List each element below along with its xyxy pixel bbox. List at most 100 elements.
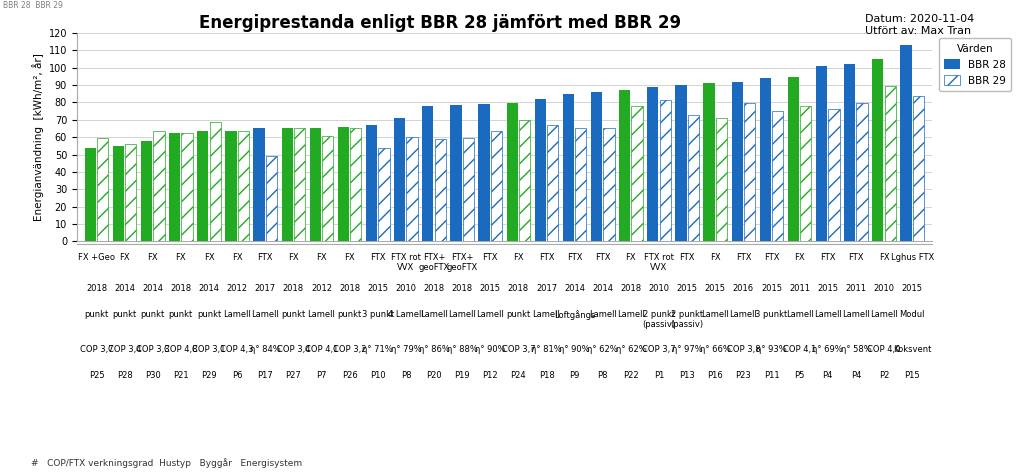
Text: FX: FX xyxy=(231,253,243,262)
Text: COP 3,4: COP 3,4 xyxy=(276,345,310,354)
Text: FX: FX xyxy=(204,253,214,262)
Text: FX: FX xyxy=(513,253,523,262)
Text: P2: P2 xyxy=(879,371,889,380)
Text: P23: P23 xyxy=(735,371,752,380)
Bar xyxy=(731,82,742,241)
Text: P10: P10 xyxy=(370,371,386,380)
Bar xyxy=(338,127,349,241)
Bar xyxy=(716,118,727,241)
Bar xyxy=(366,125,377,241)
Text: COP 3,8: COP 3,8 xyxy=(727,345,760,354)
Bar xyxy=(872,59,884,241)
Bar xyxy=(772,111,783,241)
Text: #   COP/FTX verkningsgrad  Hustyp   Byggår   Energisystem: # COP/FTX verkningsgrad Hustyp Byggår En… xyxy=(31,458,302,468)
Text: 2016: 2016 xyxy=(733,284,754,293)
Text: P6: P6 xyxy=(231,371,243,380)
Bar xyxy=(885,86,896,241)
Bar xyxy=(659,100,671,241)
Text: P25: P25 xyxy=(89,371,104,380)
Text: η° 90%: η° 90% xyxy=(475,345,506,354)
Text: 3 punkt: 3 punkt xyxy=(756,310,787,319)
Text: 2010: 2010 xyxy=(873,284,895,293)
Text: 2018: 2018 xyxy=(339,284,360,293)
Text: COP 3,2: COP 3,2 xyxy=(333,345,367,354)
Text: η° 58%: η° 58% xyxy=(841,345,871,354)
Text: η° 90%: η° 90% xyxy=(559,345,590,354)
Bar xyxy=(451,105,462,241)
Text: FX: FX xyxy=(288,253,299,262)
Text: FX: FX xyxy=(879,253,889,262)
Text: BBR 28  BBR 29: BBR 28 BBR 29 xyxy=(3,1,62,10)
Text: P9: P9 xyxy=(569,371,580,380)
Text: Lamell: Lamell xyxy=(616,310,645,319)
Bar xyxy=(547,125,558,241)
Text: FTX+
geoFTX: FTX+ geoFTX xyxy=(446,253,478,272)
Bar xyxy=(575,128,587,241)
Text: COP 3,7: COP 3,7 xyxy=(80,345,114,354)
Legend: BBR 28, BBR 29: BBR 28, BBR 29 xyxy=(939,38,1011,91)
Text: P29: P29 xyxy=(201,371,217,380)
Text: 2010: 2010 xyxy=(648,284,670,293)
Text: P28: P28 xyxy=(117,371,132,380)
Bar xyxy=(97,138,109,241)
Text: 2014: 2014 xyxy=(199,284,219,293)
Text: P15: P15 xyxy=(904,371,920,380)
Bar xyxy=(125,144,136,241)
Text: 2014: 2014 xyxy=(142,284,163,293)
Text: 2018: 2018 xyxy=(86,284,108,293)
Text: η° 71%: η° 71% xyxy=(362,345,393,354)
Text: η° 62%: η° 62% xyxy=(615,345,646,354)
Text: FTX rot
VVX: FTX rot VVX xyxy=(644,253,674,272)
Bar xyxy=(816,66,827,241)
Text: 2015: 2015 xyxy=(480,284,501,293)
Text: COP 3,3: COP 3,3 xyxy=(136,345,170,354)
Text: FTX: FTX xyxy=(679,253,695,262)
Text: punkt: punkt xyxy=(282,310,305,319)
Text: FTX: FTX xyxy=(482,253,498,262)
Bar xyxy=(323,136,333,241)
Text: η° 84%: η° 84% xyxy=(250,345,281,354)
Text: FTX: FTX xyxy=(735,253,752,262)
Text: 2017: 2017 xyxy=(255,284,275,293)
Bar xyxy=(632,106,643,241)
Text: η° 66%: η° 66% xyxy=(699,345,731,354)
Text: P8: P8 xyxy=(598,371,608,380)
Text: FX: FX xyxy=(344,253,355,262)
Text: 2 punkt
(passiv): 2 punkt (passiv) xyxy=(642,310,676,329)
Text: 2018: 2018 xyxy=(452,284,473,293)
Text: 2018: 2018 xyxy=(508,284,529,293)
Text: FX: FX xyxy=(175,253,186,262)
Text: η° 69%: η° 69% xyxy=(812,345,843,354)
Bar xyxy=(141,140,153,241)
Text: FX: FX xyxy=(795,253,805,262)
Text: COP 3,7: COP 3,7 xyxy=(502,345,536,354)
Text: Lamell: Lamell xyxy=(532,310,560,319)
Text: P5: P5 xyxy=(795,371,805,380)
Bar xyxy=(603,128,614,241)
Text: 2014: 2014 xyxy=(564,284,585,293)
Bar xyxy=(676,85,686,241)
Text: 2011: 2011 xyxy=(790,284,810,293)
Text: punkt: punkt xyxy=(506,310,530,319)
Text: Lamell: Lamell xyxy=(449,310,476,319)
Bar xyxy=(828,109,840,241)
Text: P12: P12 xyxy=(482,371,498,380)
Text: FTX: FTX xyxy=(595,253,610,262)
Text: Lghus FTX: Lghus FTX xyxy=(891,253,934,262)
Text: COP 4,8: COP 4,8 xyxy=(164,345,198,354)
Text: Datum: 2020-11-04: Datum: 2020-11-04 xyxy=(865,14,975,24)
Bar xyxy=(210,122,221,241)
Text: P4: P4 xyxy=(851,371,861,380)
Text: η° 93%: η° 93% xyxy=(756,345,786,354)
Text: punkt: punkt xyxy=(169,310,193,319)
Bar xyxy=(900,45,911,241)
Text: Modul: Modul xyxy=(899,310,925,319)
Text: Koksvent: Koksvent xyxy=(893,345,932,354)
Bar xyxy=(350,128,361,241)
Bar xyxy=(478,104,489,241)
Text: punkt: punkt xyxy=(338,310,361,319)
Text: P8: P8 xyxy=(400,371,411,380)
Text: COP 4,3: COP 4,3 xyxy=(220,345,254,354)
Bar xyxy=(253,129,264,241)
Text: Energiprestanda enligt BBR 28 jämfört med BBR 29: Energiprestanda enligt BBR 28 jämfört me… xyxy=(200,14,681,32)
